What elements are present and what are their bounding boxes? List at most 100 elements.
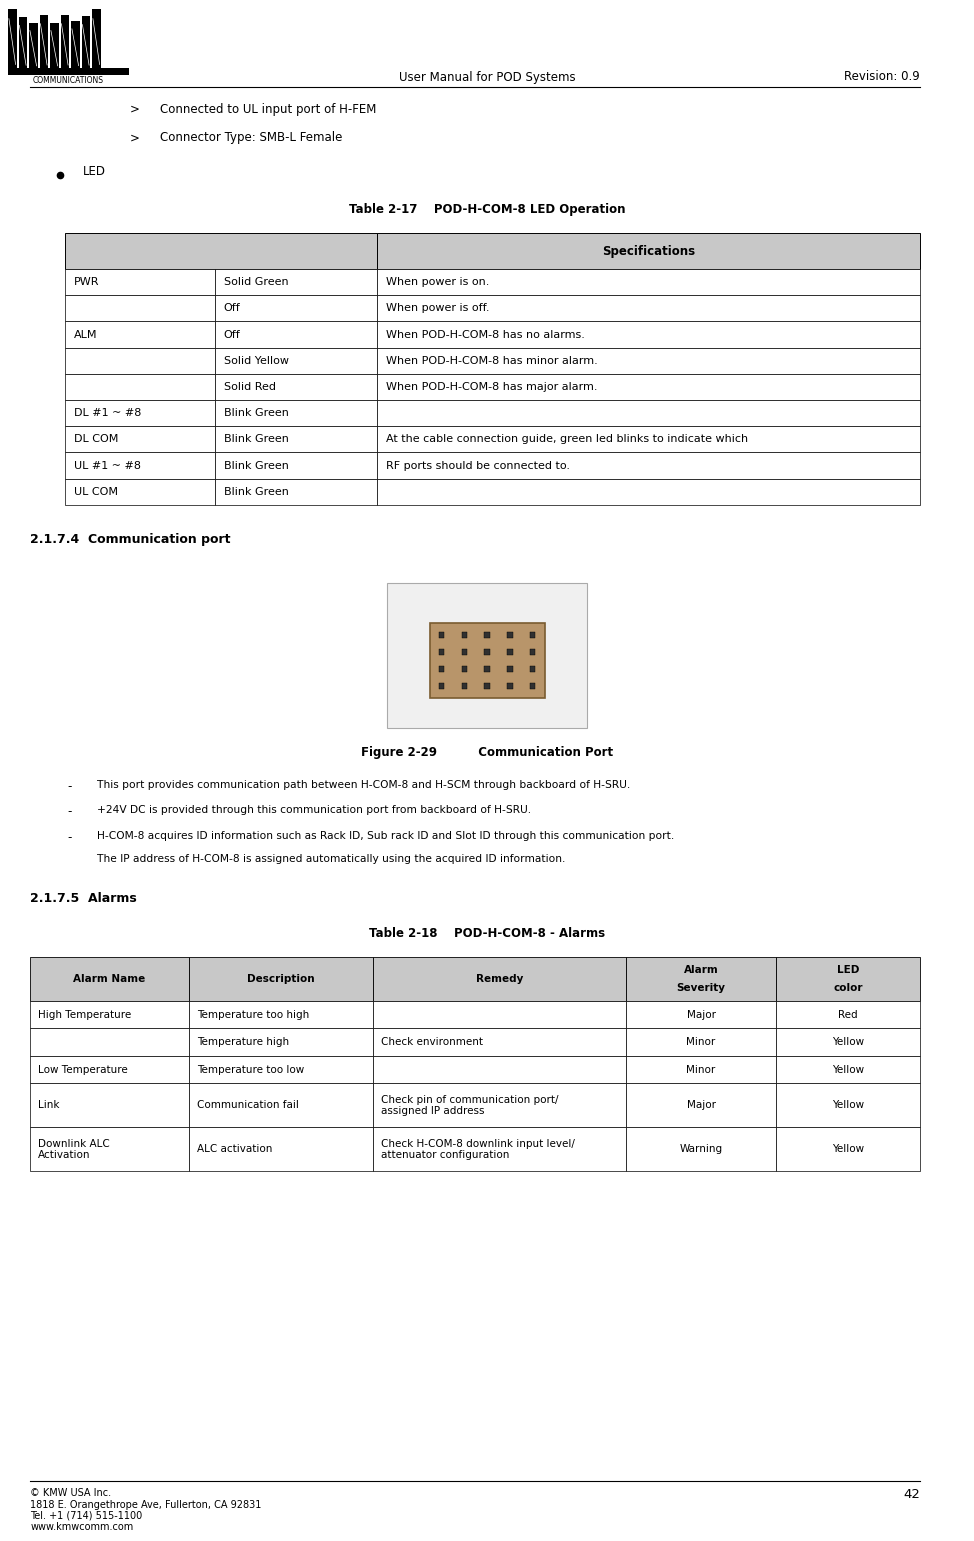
Text: Table 2-17    POD-H-COM-8 LED Operation: Table 2-17 POD-H-COM-8 LED Operation [349,203,625,216]
Bar [65,322,214,348]
Text: color: color [833,983,863,992]
Bar [377,374,920,401]
Text: Major: Major [687,1100,716,1111]
Text: >: > [130,103,140,116]
Bar [626,1028,776,1056]
Text: LED: LED [837,965,859,975]
Text: When power is off.: When power is off. [386,304,490,313]
Text: Check H-COM-8 downlink input level/: Check H-COM-8 downlink input level/ [381,1139,575,1148]
Bar [65,270,214,296]
Bar [30,1128,189,1171]
Text: LED: LED [83,165,106,179]
Text: >: > [130,131,140,145]
Text: © KMW USA Inc.: © KMW USA Inc. [30,1489,111,1498]
Bar [776,957,920,1000]
Text: Solid Red: Solid Red [224,382,276,391]
Bar [438,683,444,689]
Bar [626,1083,776,1128]
Bar [214,270,377,296]
Text: H-COM-8 acquires ID information such as Rack ID, Sub rack ID and Slot ID through: H-COM-8 acquires ID information such as … [97,831,674,841]
Bar [377,479,920,505]
Text: When POD-H-COM-8 has major alarm.: When POD-H-COM-8 has major alarm. [386,382,598,391]
Text: Temperature high: Temperature high [197,1037,288,1046]
Text: When POD-H-COM-8 has minor alarm.: When POD-H-COM-8 has minor alarm. [386,356,598,365]
Text: Check environment: Check environment [381,1037,483,1046]
Text: assigned IP address: assigned IP address [381,1106,484,1116]
Text: PWR: PWR [74,277,99,287]
Bar [65,296,214,322]
Bar [373,1056,626,1083]
Bar [377,348,920,374]
Text: Severity: Severity [677,983,726,992]
Text: Remedy: Remedy [476,974,523,983]
Bar [65,453,214,479]
Text: 42: 42 [903,1489,920,1501]
Text: Alarm: Alarm [684,965,719,975]
Bar [65,374,214,401]
Bar [373,1000,626,1028]
Bar [30,1083,189,1128]
Bar [507,632,512,638]
Bar [507,649,512,655]
Text: Communication fail: Communication fail [197,1100,298,1111]
Text: This port provides communication path between H-COM-8 and H-SCM through backboar: This port provides communication path be… [97,780,630,791]
Bar [507,666,512,672]
Bar [214,374,377,401]
Bar [214,479,377,505]
Text: Temperature too high: Temperature too high [197,1009,309,1020]
Text: Connected to UL input port of H-FEM: Connected to UL input port of H-FEM [160,103,376,116]
Bar [8,9,17,71]
Bar [377,322,920,348]
Text: User Manual for POD Systems: User Manual for POD Systems [398,71,576,83]
Bar [30,1000,189,1028]
Text: At the cable connection guide, green led blinks to indicate which: At the cable connection guide, green led… [386,435,748,444]
Text: High Temperature: High Temperature [38,1009,131,1020]
Bar [214,322,377,348]
Text: Yellow: Yellow [832,1037,864,1046]
Text: -: - [67,780,71,792]
Text: Downlink ALC: Downlink ALC [38,1139,110,1148]
Text: ALC activation: ALC activation [197,1145,272,1154]
Bar [484,649,490,655]
Bar [189,1028,373,1056]
Bar [29,23,38,71]
Bar [438,649,444,655]
Text: Yellow: Yellow [832,1065,864,1074]
Bar [30,957,189,1000]
Bar [377,296,920,322]
Bar [530,683,536,689]
Bar [19,17,27,71]
Text: The IP address of H-COM-8 is assigned automatically using the acquired ID inform: The IP address of H-COM-8 is assigned au… [97,854,565,865]
Bar [438,666,444,672]
Text: RF ports should be connected to.: RF ports should be connected to. [386,461,570,470]
Bar [438,632,444,638]
Bar [82,15,90,71]
Text: UL COM: UL COM [74,487,118,496]
Text: COMMUNICATIONS: COMMUNICATIONS [32,76,103,85]
Bar [776,1028,920,1056]
Text: attenuator configuration: attenuator configuration [381,1150,509,1160]
Bar [189,1056,373,1083]
Bar [377,233,920,270]
Bar [189,957,373,1000]
Bar [626,1056,776,1083]
Bar [373,957,626,1000]
Bar [189,1083,373,1128]
Bar [214,296,377,322]
Bar [776,1000,920,1028]
Text: UL #1 ~ #8: UL #1 ~ #8 [74,461,141,470]
Bar [626,957,776,1000]
Text: -: - [67,831,71,844]
Bar [65,401,214,427]
Text: ALM: ALM [74,330,97,339]
Bar [65,348,214,374]
Text: www.kmwcomm.com: www.kmwcomm.com [30,1523,133,1532]
Bar [8,68,130,76]
Text: Yellow: Yellow [832,1145,864,1154]
Bar [214,401,377,427]
Text: Temperature too low: Temperature too low [197,1065,304,1074]
Bar [65,427,214,453]
Bar [530,666,536,672]
Bar [530,649,536,655]
Bar [776,1083,920,1128]
